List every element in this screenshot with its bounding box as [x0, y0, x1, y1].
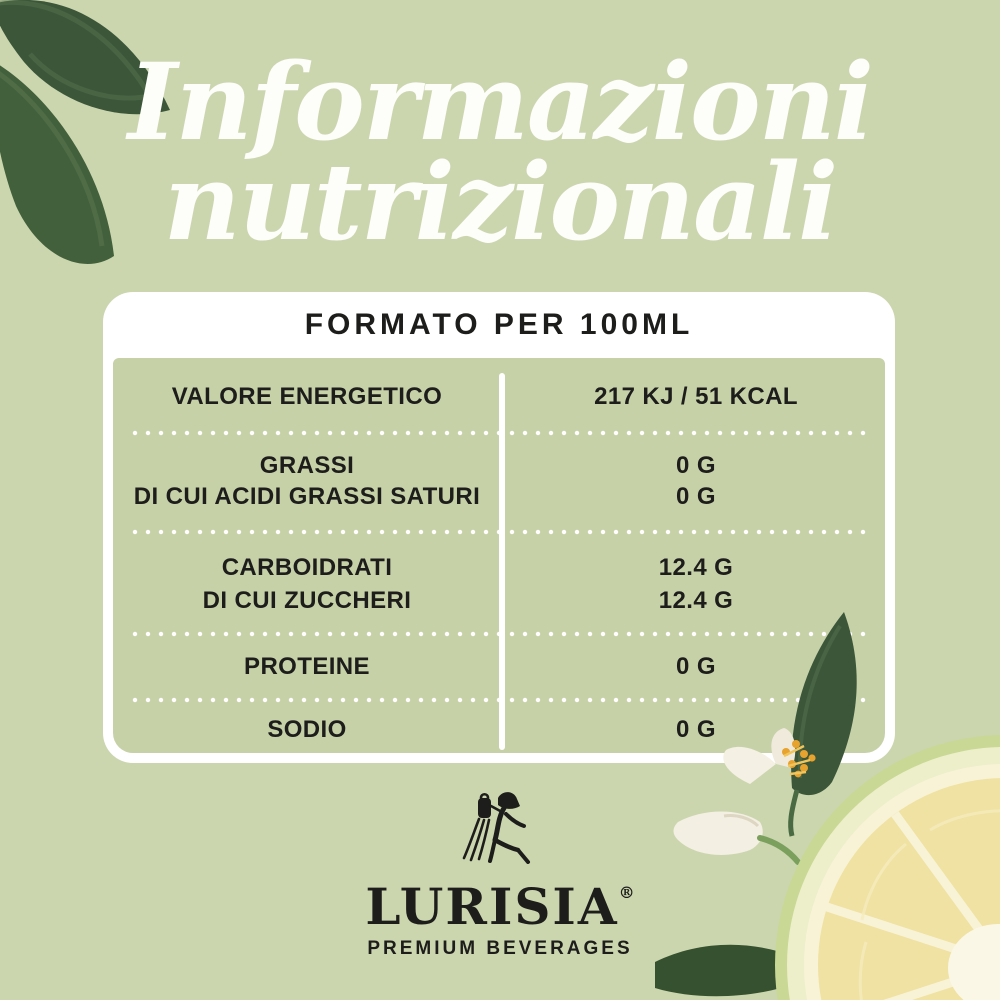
- page-title-line2: nutrizionali: [163, 139, 839, 264]
- leaf-icon: [791, 612, 857, 796]
- brand-logo: LURISIA® PREMIUM BEVERAGES: [0, 788, 1000, 960]
- lemon-slice-with-blossom-icon: [655, 612, 1000, 1000]
- citrus-leaves-icon: [0, 0, 170, 264]
- row-value: 12.4 G: [658, 554, 734, 581]
- brand-name: LURISIA®: [0, 864, 1000, 936]
- row-label: PROTEINE: [244, 653, 370, 680]
- row-label: GRASSI: [259, 452, 355, 479]
- table-row: CARBOIDRATI 12.4 G: [113, 553, 885, 583]
- nutrition-panel: VALORE ENERGETICO 217 KJ / 51 KCAL GRASS…: [113, 358, 885, 753]
- row-value: 0 G: [676, 653, 716, 680]
- table-row: DI CUI ZUCCHERI 12.4 G: [113, 586, 885, 616]
- registered-mark: ®: [618, 883, 635, 902]
- row-label: VALORE ENERGETICO: [171, 383, 443, 410]
- table-row: VALORE ENERGETICO 217 KJ / 51 KCAL: [113, 382, 885, 412]
- dotted-separator: [127, 529, 871, 535]
- flower-icon: [723, 728, 816, 784]
- miner-with-lamp-icon: [462, 792, 530, 864]
- row-label: CARBOIDRATI: [221, 554, 393, 581]
- dotted-separator: [127, 430, 871, 436]
- row-value: 217 KJ / 51 KCAL: [594, 383, 798, 410]
- brand-name-text: LURISIA: [365, 877, 619, 936]
- dotted-separator: [127, 631, 871, 637]
- page-title: Informazioni nutrizionali: [0, 39, 1000, 264]
- card-header-title: FORMATO PER 100ML: [304, 308, 694, 341]
- column-divider: [499, 373, 505, 750]
- nutrition-card: FORMATO PER 100ML VALORE ENERGETICO 217 …: [103, 292, 895, 763]
- row-label: SODIO: [267, 716, 347, 743]
- brand-tagline: PREMIUM BEVERAGES: [367, 938, 633, 959]
- row-value: 0 G: [676, 483, 716, 510]
- table-row: GRASSI 0 G: [113, 451, 885, 481]
- row-value: 0 G: [676, 452, 716, 479]
- dotted-separator: [127, 697, 871, 703]
- row-label: DI CUI ACIDI GRASSI SATURI: [133, 483, 481, 510]
- row-label: DI CUI ZUCCHERI: [202, 587, 412, 614]
- lemon-slice-icon: [775, 735, 1000, 1000]
- table-row: DI CUI ACIDI GRASSI SATURI 0 G: [113, 482, 885, 512]
- row-value: 0 G: [676, 716, 716, 743]
- flower-bud-icon: [673, 811, 801, 865]
- page-title-line1: Informazioni: [127, 39, 874, 164]
- row-value: 12.4 G: [658, 587, 734, 614]
- table-row: PROTEINE 0 G: [113, 652, 885, 682]
- table-row: SODIO 0 G: [113, 715, 885, 745]
